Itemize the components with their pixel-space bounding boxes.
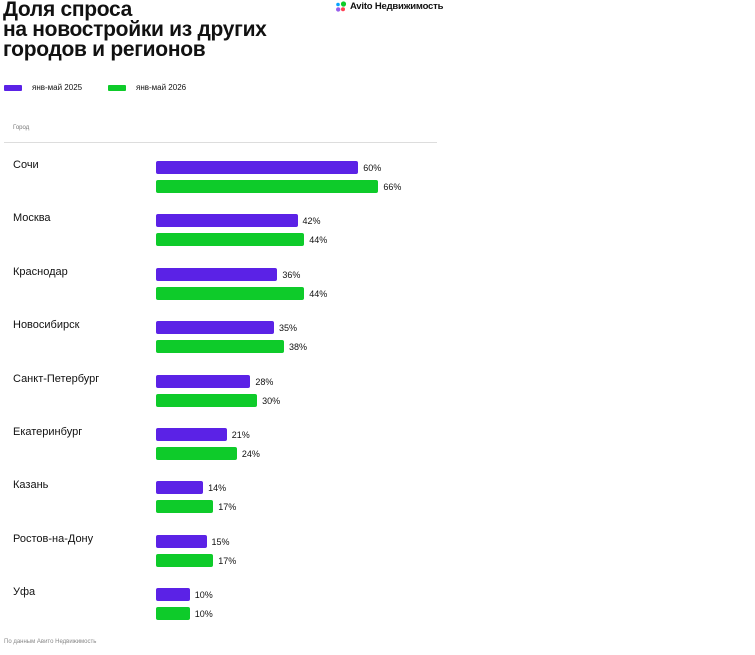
data-label-2025: 36% bbox=[282, 269, 301, 280]
legend-swatch-2026 bbox=[108, 84, 126, 91]
bar-2025 bbox=[156, 481, 204, 495]
category-label: Уфа bbox=[13, 586, 36, 599]
category-label: Сочи bbox=[13, 159, 39, 171]
data-label-2026: 38% bbox=[289, 342, 308, 353]
data-label-2026: 24% bbox=[241, 448, 260, 459]
chart-row: Екатеринбург 21% 24% bbox=[0, 424, 440, 477]
source-note: По данным Авито Недвижимость bbox=[4, 639, 97, 645]
data-label-2026: 17% bbox=[218, 502, 237, 513]
brand-logo-text: Avito Недвижимость bbox=[350, 1, 444, 12]
chart-title-line: на новостройки из других bbox=[3, 18, 267, 41]
legend-swatch-2025 bbox=[4, 84, 22, 91]
chart-row: Ростов-на-Дону 15% 17% bbox=[0, 531, 440, 584]
category-label: Екатеринбург bbox=[13, 425, 83, 438]
header-divider bbox=[4, 142, 437, 143]
chart-row: Уфа 10% 10% bbox=[0, 584, 440, 637]
chart-row: Сочи 60% 66% bbox=[0, 157, 440, 210]
bar-2026 bbox=[156, 553, 214, 567]
category-label: Новосибирск bbox=[13, 319, 80, 332]
bar-2025 bbox=[156, 427, 227, 441]
data-label-2026: 17% bbox=[218, 555, 237, 566]
bar-2026 bbox=[156, 607, 190, 621]
category-label: Казань bbox=[13, 479, 49, 492]
bar-2025 bbox=[156, 588, 190, 602]
legend-item-2025: янв-май 2025 bbox=[4, 83, 84, 92]
data-label-2025: 28% bbox=[255, 376, 274, 387]
brand-logo: Avito Недвижимость bbox=[335, 1, 443, 12]
data-label-2025: 15% bbox=[211, 536, 230, 547]
chart-row: Новосибирск 35% 38% bbox=[0, 317, 440, 370]
bar-2026 bbox=[156, 446, 237, 460]
chart-row: Краснодар 36% 44% bbox=[0, 264, 440, 317]
bar-2026 bbox=[156, 233, 305, 247]
data-label-2025: 35% bbox=[278, 323, 297, 334]
data-label-2025: 42% bbox=[302, 216, 321, 227]
category-label: Ростов-на-Дону bbox=[13, 532, 94, 545]
bar-2025 bbox=[156, 214, 298, 228]
legend-label-2026: янв-май 2026 bbox=[136, 83, 187, 92]
legend-item-2026: янв-май 2026 bbox=[108, 83, 188, 92]
data-label-2026: 66% bbox=[383, 182, 402, 192]
chart-row: Москва 42% 44% bbox=[0, 210, 440, 263]
chart-rows: Сочи 60% 66% Москва 42% 44% Краснодар 36% 44% Нов… bbox=[0, 157, 440, 638]
bar-2026 bbox=[156, 180, 379, 193]
bar-2025 bbox=[156, 321, 274, 335]
bar-2026 bbox=[156, 340, 285, 354]
bar-2026 bbox=[156, 500, 214, 514]
bar-2026 bbox=[156, 393, 258, 407]
chart-legend: янв-май 2025 янв-май 2026 bbox=[4, 83, 188, 92]
bar-2025 bbox=[156, 161, 359, 174]
legend-label-2025: янв-май 2025 bbox=[32, 83, 83, 92]
category-label: Санкт-Петербург bbox=[13, 372, 100, 385]
data-label-2025: 14% bbox=[208, 483, 227, 494]
data-label-2026: 30% bbox=[262, 395, 281, 406]
bar-2025 bbox=[156, 267, 278, 281]
bar-2026 bbox=[156, 286, 305, 300]
data-label-2025: 10% bbox=[194, 590, 213, 601]
bar-2025 bbox=[156, 534, 207, 548]
chart-row: Казань 14% 17% bbox=[0, 477, 440, 530]
data-label-2026: 44% bbox=[309, 235, 328, 246]
chart-title: Доля спроса на новостройки из других гор… bbox=[3, 0, 323, 60]
data-label-2026: 44% bbox=[309, 288, 328, 299]
bar-2025 bbox=[156, 374, 251, 388]
column-header-city: Город bbox=[13, 125, 30, 131]
avito-dots-icon bbox=[336, 1, 347, 12]
chart-title-line: городов и регионов bbox=[3, 38, 206, 61]
data-label-2025: 21% bbox=[231, 429, 250, 440]
data-label-2025: 60% bbox=[363, 163, 382, 173]
category-label: Москва bbox=[13, 212, 51, 225]
category-label: Краснодар bbox=[13, 265, 68, 278]
data-label-2026: 10% bbox=[194, 609, 213, 620]
chart-row: Санкт-Петербург 28% 30% bbox=[0, 371, 440, 424]
chart-title-line: Доля спроса bbox=[3, 0, 133, 21]
